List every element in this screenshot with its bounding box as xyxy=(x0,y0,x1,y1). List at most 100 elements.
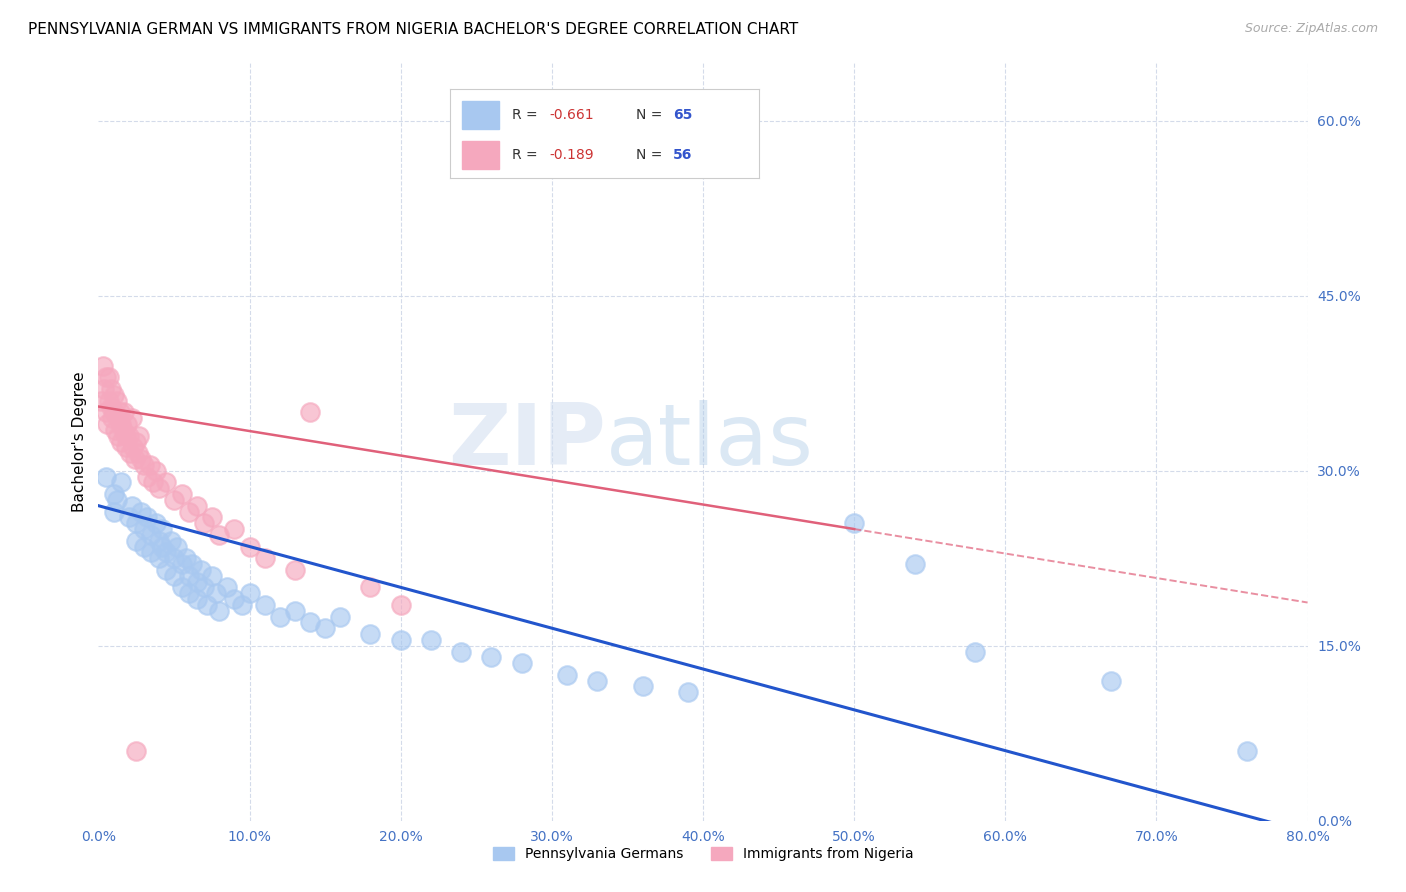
Point xyxy=(98,393,121,408)
Point xyxy=(121,499,143,513)
Point xyxy=(155,475,177,490)
Point xyxy=(125,434,148,449)
Point xyxy=(329,609,352,624)
Point xyxy=(114,428,136,442)
Point xyxy=(107,411,129,425)
Point xyxy=(142,475,165,490)
Point xyxy=(284,563,307,577)
Point xyxy=(163,492,186,507)
Point xyxy=(129,452,152,467)
Point xyxy=(127,446,149,460)
Point xyxy=(253,551,276,566)
Text: ZIP: ZIP xyxy=(449,400,606,483)
Point xyxy=(98,370,121,384)
Point xyxy=(145,464,167,478)
Point xyxy=(844,516,866,531)
Point xyxy=(121,411,143,425)
Point xyxy=(148,551,170,566)
Point xyxy=(179,504,201,518)
Point xyxy=(111,423,134,437)
Point xyxy=(170,580,193,594)
Text: atlas: atlas xyxy=(606,400,814,483)
Point xyxy=(179,568,201,582)
Point xyxy=(148,533,170,548)
Point xyxy=(132,522,155,536)
Point xyxy=(103,487,125,501)
Point xyxy=(253,598,276,612)
Text: N =: N = xyxy=(636,108,666,121)
Point xyxy=(166,540,188,554)
Point xyxy=(125,533,148,548)
Point xyxy=(389,632,412,647)
Text: 65: 65 xyxy=(672,108,692,121)
Point xyxy=(108,405,131,419)
Point xyxy=(118,510,141,524)
Point xyxy=(135,510,157,524)
Point xyxy=(360,580,382,594)
Point xyxy=(145,516,167,531)
Point xyxy=(100,382,122,396)
Point xyxy=(299,405,322,419)
Point xyxy=(135,469,157,483)
Point xyxy=(179,586,201,600)
Point xyxy=(631,680,654,694)
Point xyxy=(481,650,503,665)
Point xyxy=(155,563,177,577)
Point xyxy=(1099,673,1122,688)
Point xyxy=(132,540,155,554)
Point xyxy=(104,423,127,437)
Point xyxy=(105,492,128,507)
Point xyxy=(96,417,118,431)
Point xyxy=(139,458,162,472)
Point xyxy=(314,621,336,635)
Point xyxy=(100,400,122,414)
Point xyxy=(208,604,231,618)
Point xyxy=(128,428,150,442)
Point xyxy=(181,557,204,571)
Point xyxy=(224,522,246,536)
Text: Source: ZipAtlas.com: Source: ZipAtlas.com xyxy=(1244,22,1378,36)
Point xyxy=(190,563,212,577)
Point xyxy=(215,580,238,594)
Point xyxy=(103,504,125,518)
Point xyxy=(224,592,246,607)
Point xyxy=(163,551,186,566)
Point xyxy=(148,481,170,495)
Point xyxy=(186,499,208,513)
Point xyxy=(91,359,114,373)
Point xyxy=(115,417,138,431)
Legend: Pennsylvania Germans, Immigrants from Nigeria: Pennsylvania Germans, Immigrants from Ni… xyxy=(486,842,920,867)
Point xyxy=(170,557,193,571)
Point xyxy=(101,411,124,425)
Point xyxy=(420,632,443,647)
Point xyxy=(141,528,163,542)
Point xyxy=(208,528,231,542)
Point xyxy=(193,516,215,531)
Point xyxy=(150,522,173,536)
Point xyxy=(94,370,117,384)
Point xyxy=(231,598,253,612)
Point xyxy=(299,615,322,630)
Point xyxy=(186,592,208,607)
Point xyxy=(122,441,145,455)
Point xyxy=(904,557,927,571)
Point xyxy=(103,388,125,402)
Point xyxy=(110,417,132,431)
Point xyxy=(103,405,125,419)
Point xyxy=(555,668,578,682)
Point xyxy=(112,405,135,419)
Text: R =: R = xyxy=(512,108,541,121)
Text: -0.189: -0.189 xyxy=(548,148,593,161)
Point xyxy=(269,609,291,624)
Point xyxy=(125,744,148,758)
Point xyxy=(239,586,262,600)
Bar xyxy=(463,101,499,129)
Point xyxy=(107,428,129,442)
Point xyxy=(170,487,193,501)
Text: PENNSYLVANIA GERMAN VS IMMIGRANTS FROM NIGERIA BACHELOR'S DEGREE CORRELATION CHA: PENNSYLVANIA GERMAN VS IMMIGRANTS FROM N… xyxy=(28,22,799,37)
Point xyxy=(174,551,197,566)
Point xyxy=(132,458,155,472)
Point xyxy=(114,441,136,455)
Text: R =: R = xyxy=(512,148,541,161)
Bar xyxy=(463,141,499,169)
